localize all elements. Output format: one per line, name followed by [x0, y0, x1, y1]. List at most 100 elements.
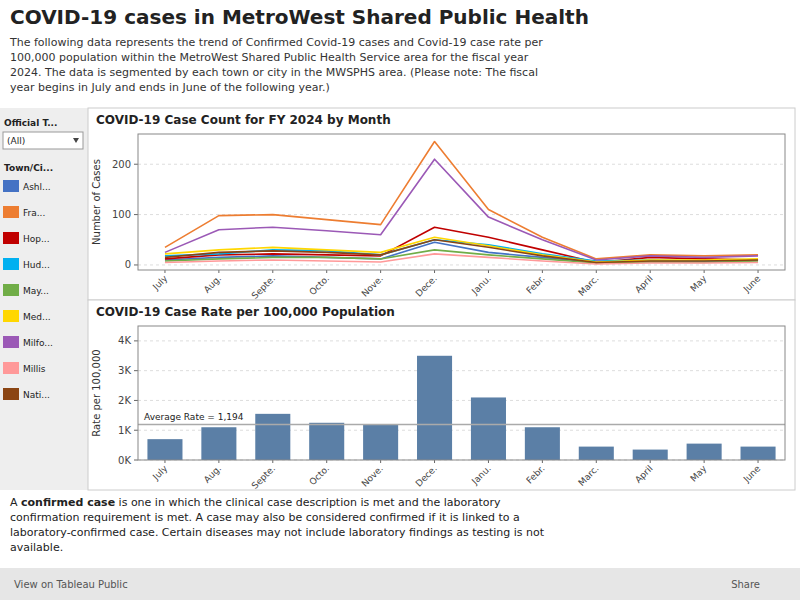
footer-pre: A: [10, 496, 21, 509]
footer-post: is one in which the clinical case descri…: [115, 496, 501, 509]
y-tick-label: 100: [112, 209, 131, 220]
plot-frame: [138, 326, 785, 460]
x-tick-label: Marc.: [576, 463, 600, 487]
bar: [147, 439, 182, 460]
x-tick-label: Marc.: [576, 273, 600, 297]
toolbar-share[interactable]: Share: [731, 579, 760, 590]
line-series: [165, 237, 758, 262]
legend-label: Hop...: [23, 234, 50, 244]
y-tick: [134, 340, 138, 341]
plot-marks: [165, 142, 758, 264]
y-tick: [134, 400, 138, 401]
y-tick-label: 4K: [118, 335, 131, 346]
legend-swatch: [3, 336, 19, 348]
bar: [201, 427, 236, 460]
x-tick-label: Febr.: [524, 273, 546, 295]
x-tick-label: Octo.: [307, 463, 331, 487]
legend-label: Nati...: [23, 390, 50, 400]
page: COVID-19 cases in MetroWest Shared Publi…: [0, 0, 800, 600]
legend-label: Med...: [23, 312, 51, 322]
legend-swatch: [3, 388, 19, 400]
x-tick-label: April: [633, 273, 655, 295]
toolbar-text: View on Tableau Public: [14, 579, 128, 590]
footer-bold: confirmed case: [21, 496, 115, 509]
y-tick: [134, 430, 138, 431]
line-series: [165, 159, 758, 260]
bar: [417, 356, 452, 460]
reference-label: Average Rate = 1,194: [144, 412, 244, 422]
x-tick-label: Dece.: [414, 463, 439, 488]
subtitle-line: year begins in July and ends in June of …: [10, 81, 330, 94]
bar: [633, 450, 668, 460]
line-series: [165, 240, 758, 263]
x-tick-label: April: [633, 463, 655, 485]
bar: [255, 414, 290, 460]
chart-container: [88, 300, 795, 490]
dropdown-arrow: [73, 138, 79, 143]
bar: [741, 447, 776, 460]
legend-swatch: [3, 310, 19, 322]
y-tick-label: 0: [125, 259, 131, 270]
y-tick: [134, 460, 138, 461]
subtitle-line: The following data represents the trend …: [9, 36, 543, 49]
legend-label: Fra...: [23, 208, 45, 218]
filter-dropdown[interactable]: [3, 132, 83, 149]
x-tick-label: Nove.: [360, 463, 385, 488]
x-tick-label: Nove.: [360, 273, 385, 298]
grid-line: [138, 370, 785, 371]
footer-text: A confirmed case is one in which the cli…: [10, 496, 545, 554]
y-tick-label: 2K: [118, 395, 131, 406]
x-tick-label: June: [741, 273, 763, 295]
footer-bg: [0, 490, 800, 568]
y-tick: [134, 214, 138, 215]
bar: [363, 424, 398, 460]
legend-title: Town/Ci...: [4, 163, 53, 173]
bar: [687, 444, 722, 460]
x-tick-label: June: [741, 463, 763, 485]
y-tick-label: 1K: [118, 425, 131, 436]
x-tick-label: Octo.: [307, 273, 331, 297]
page-title: COVID-19 cases in MetroWest Shared Publi…: [10, 5, 589, 29]
footer-post: confirmation requirement is met. A case …: [10, 511, 520, 524]
y-tick: [134, 164, 138, 165]
y-tick-label: 200: [112, 159, 131, 170]
legend-label: Millis: [23, 364, 46, 374]
y-tick: [134, 264, 138, 265]
bar: [579, 447, 614, 460]
x-tick-label: Dece.: [414, 273, 439, 298]
legend-swatch: [3, 180, 19, 192]
legend-label: May...: [23, 286, 49, 296]
grid-line: [138, 264, 785, 265]
bar: [525, 427, 560, 460]
header-bg: [0, 0, 800, 108]
plot-marks: [138, 356, 785, 460]
line-series: [165, 254, 758, 264]
legend-swatch: [3, 362, 19, 374]
toolbar-bg: [0, 568, 800, 600]
y-axis-label: Rate per 100,000: [91, 349, 102, 436]
x-tick-label: July: [150, 273, 170, 293]
legend-label: Milfo...: [23, 338, 53, 348]
grid-line: [138, 400, 785, 401]
chart-container: [88, 108, 795, 300]
subtitle-line: 100,000 population within the MetroWest …: [10, 51, 529, 64]
y-tick: [134, 370, 138, 371]
x-tick-label: July: [150, 463, 170, 483]
reference-line: [138, 424, 785, 426]
x-tick-label: Septe.: [250, 463, 277, 490]
x-tick-label: Septe.: [250, 273, 277, 300]
grid-line: [138, 340, 785, 341]
legend-swatch: [3, 206, 19, 218]
chart-title: COVID-19 Case Rate per 100,000 Populatio…: [96, 305, 395, 319]
legend-label: Hud...: [23, 260, 50, 270]
legend-swatch: [3, 258, 19, 270]
legend-label: Ashl...: [23, 182, 51, 192]
x-tick-label: Janu.: [469, 273, 493, 297]
filter-value: (All): [7, 136, 25, 146]
legend-swatch: [3, 284, 19, 296]
footer-post: laboratory-confirmed case. Certain disea…: [10, 526, 545, 539]
y-axis-label: Number of Cases: [91, 159, 102, 245]
x-tick-label: Janu.: [469, 463, 493, 487]
x-tick-label: Aug.: [202, 273, 224, 295]
y-tick-label: 0K: [118, 455, 131, 466]
